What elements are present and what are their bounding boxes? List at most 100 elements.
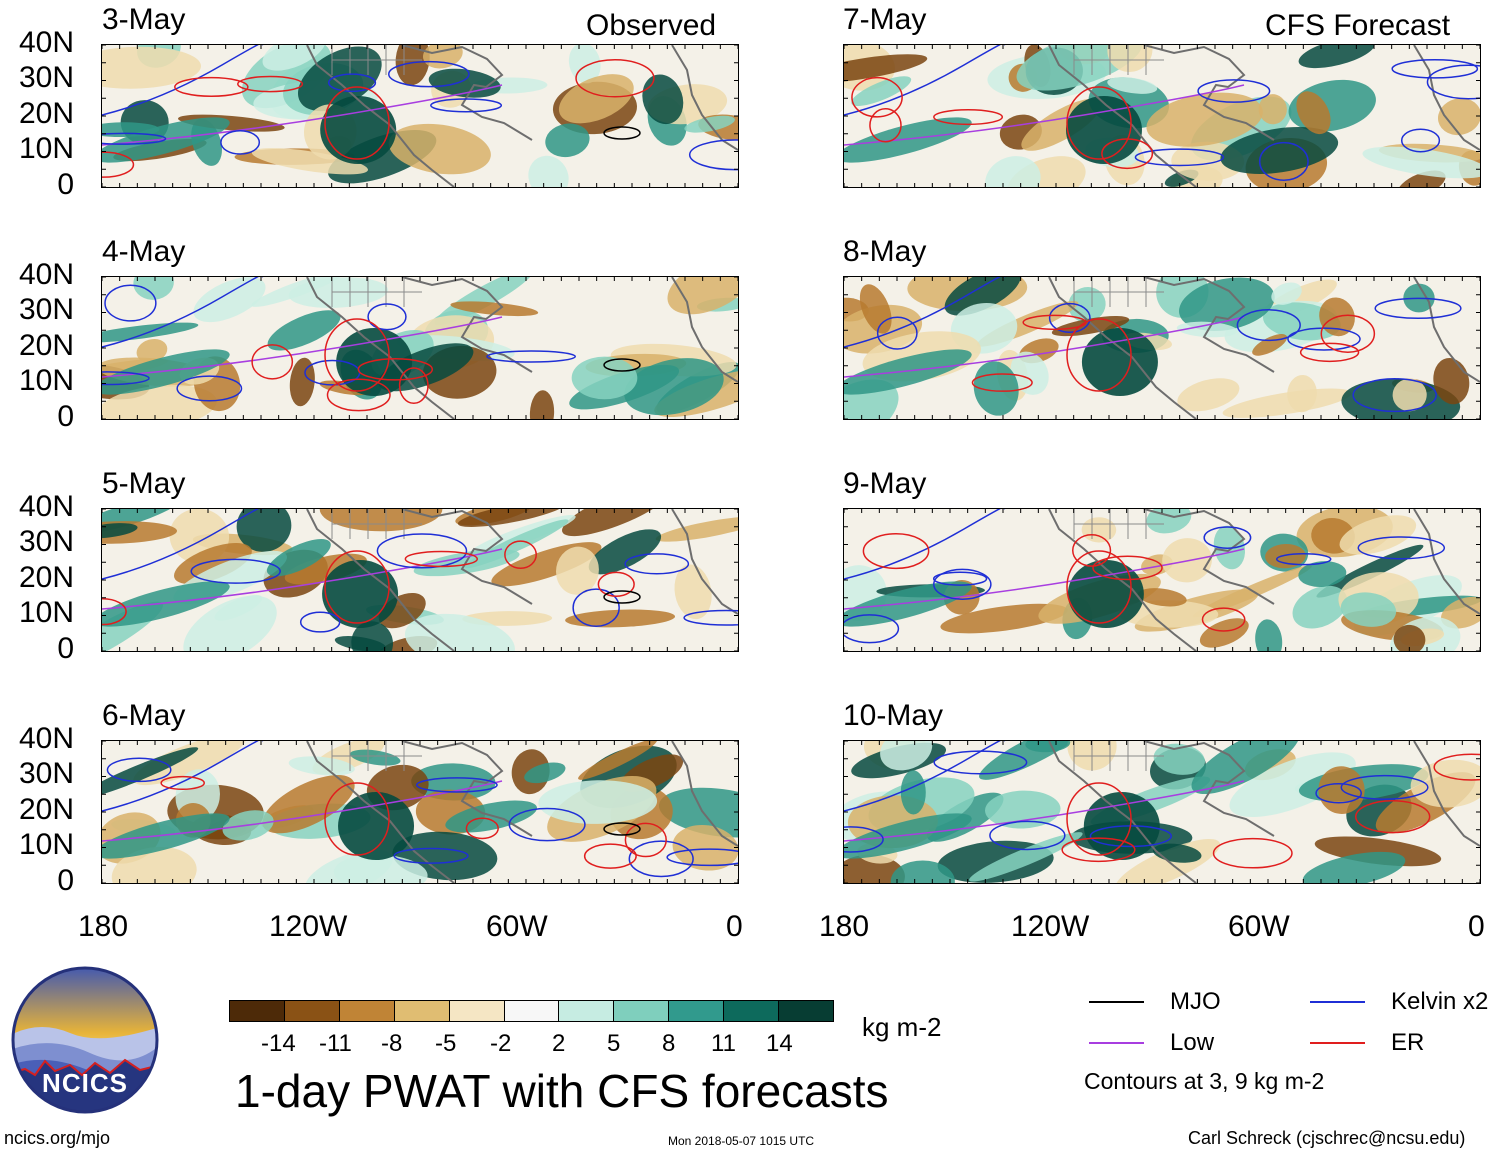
colorbar-tick: -8 (381, 1030, 403, 1057)
lat-label: 30N (18, 293, 74, 326)
lon-label: 180 (78, 910, 129, 943)
axis-ticks (844, 509, 1480, 651)
map-panel-forecast-9-may (843, 508, 1481, 652)
cfs-forecast-header: CFS Forecast (1265, 9, 1451, 42)
axis-ticks (844, 45, 1480, 187)
lat-label: 20N (18, 97, 74, 130)
legend-line-er (1310, 1042, 1365, 1044)
colorbar-swatch (448, 1000, 505, 1022)
lat-label: 20N (18, 793, 74, 826)
colorbar-swatch (503, 1000, 560, 1022)
lon-label: 0 (726, 910, 743, 943)
legend-line-kelvin (1310, 1001, 1365, 1003)
date-label: 5-May (102, 467, 186, 500)
axis-ticks (102, 741, 738, 883)
colorbar-swatch (558, 1000, 615, 1022)
colorbar-swatch (283, 1000, 340, 1022)
colorbar-tick: 8 (662, 1030, 676, 1057)
colorbar-tick: -2 (490, 1030, 512, 1057)
date-label: 7-May (843, 3, 927, 36)
legend-note: Contours at 3, 9 kg m-2 (1084, 1068, 1325, 1094)
date-label: 9-May (843, 467, 927, 500)
date-label: 8-May (843, 235, 927, 268)
lat-label: 30N (18, 61, 74, 94)
lon-label: 60W (486, 910, 548, 943)
axis-ticks (844, 741, 1480, 883)
pwat-field (102, 509, 738, 651)
legend-label-er: ER (1391, 1029, 1425, 1056)
footer-url[interactable]: ncics.org/mjo (4, 1128, 111, 1148)
colorbar-swatch (338, 1000, 395, 1022)
colorbar-swatch (229, 1000, 285, 1022)
pwat-field (102, 45, 738, 187)
pwat-field (102, 741, 738, 883)
date-label: 3-May (102, 3, 186, 36)
lat-label: 20N (18, 561, 74, 594)
map-panel-observed-3-may (101, 44, 739, 188)
lat-label: 10N (18, 596, 74, 629)
colorbar-units: kg m-2 (862, 1012, 942, 1042)
lat-label: 0 (57, 864, 74, 897)
lat-label: 10N (18, 132, 74, 165)
lat-label: 30N (18, 525, 74, 558)
lat-label: 10N (18, 828, 74, 861)
lat-label: 20N (18, 329, 74, 362)
lat-label: 40N (18, 722, 74, 755)
lat-label: 30N (18, 757, 74, 790)
map-panel-forecast-7-may (843, 44, 1481, 188)
legend-line-mjo (1089, 1001, 1144, 1003)
pwat-field (102, 277, 738, 419)
figure-title: 1-day PWAT with CFS forecasts (235, 1065, 889, 1117)
colorbar-tick: 11 (711, 1030, 736, 1057)
map-panel-forecast-10-may (843, 740, 1481, 884)
colorbar-swatch (613, 1000, 670, 1022)
legend-label-kelvin: Kelvin x2 (1391, 988, 1489, 1015)
legend-line-low (1089, 1042, 1144, 1044)
lon-label: 60W (1228, 910, 1290, 943)
map-panel-observed-4-may (101, 276, 739, 420)
axis-ticks (102, 277, 738, 419)
pwat-field (844, 741, 1480, 883)
lat-label: 0 (57, 400, 74, 433)
axis-ticks (102, 45, 738, 187)
colorbar-tick: 2 (552, 1030, 566, 1057)
ncics-logo: NCICS (10, 965, 160, 1115)
lat-label: 40N (18, 26, 74, 59)
colorbar-tick: -14 (261, 1030, 296, 1057)
lon-label: 0 (1468, 910, 1485, 943)
footer-timestamp: Mon 2018-05-07 1015 UTC (668, 1134, 815, 1148)
colorbar-tick: -5 (435, 1030, 457, 1057)
footer-credit: Carl Schreck (cjschrec@ncsu.edu) (1188, 1128, 1466, 1148)
pwat-field (844, 45, 1480, 187)
date-label: 6-May (102, 699, 186, 732)
map-panel-forecast-8-may (843, 276, 1481, 420)
colorbar-swatch (778, 1000, 834, 1022)
axis-ticks (102, 509, 738, 651)
colorbar: -14 -11 -8 -5 -2 2 5 8 11 14 (229, 1000, 834, 1060)
observed-header: Observed (586, 9, 717, 42)
legend: MJO Kelvin x2 Low ER Contours at 3, 9 kg… (1080, 985, 1505, 1100)
lat-label: 40N (18, 258, 74, 291)
date-label: 4-May (102, 235, 186, 268)
lat-label: 0 (57, 168, 74, 201)
lat-label: 10N (18, 364, 74, 397)
logo-text: NCICS (42, 1068, 128, 1098)
date-label: 10-May (843, 699, 944, 732)
lon-label: 180 (819, 910, 870, 943)
pwat-field (844, 277, 1480, 419)
axis-ticks (844, 277, 1480, 419)
pwat-field (844, 509, 1480, 651)
colorbar-tick: 14 (766, 1030, 793, 1057)
map-panel-observed-6-may (101, 740, 739, 884)
legend-label-mjo: MJO (1170, 988, 1221, 1015)
colorbar-tick: 5 (607, 1030, 621, 1057)
lon-label: 120W (1011, 910, 1090, 943)
colorbar-swatch (723, 1000, 780, 1022)
colorbar-tick: -11 (319, 1030, 352, 1057)
map-panel-observed-5-may (101, 508, 739, 652)
colorbar-swatch (393, 1000, 450, 1022)
lat-label: 0 (57, 632, 74, 665)
legend-label-low: Low (1170, 1029, 1215, 1056)
colorbar-swatch (668, 1000, 725, 1022)
lat-label: 40N (18, 490, 74, 523)
